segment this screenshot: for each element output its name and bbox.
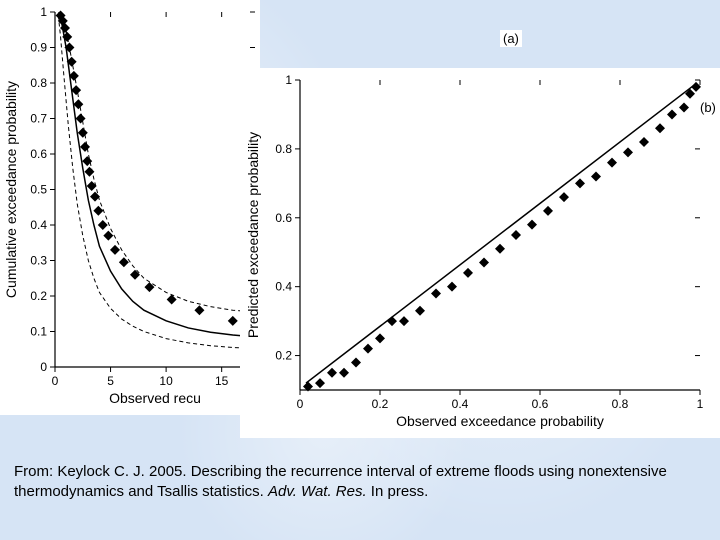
svg-text:1: 1 — [40, 5, 47, 19]
svg-text:0.4: 0.4 — [452, 397, 469, 411]
svg-text:15: 15 — [215, 374, 229, 388]
svg-text:0.8: 0.8 — [30, 76, 47, 90]
svg-text:Cumulative exceedance probabil: Cumulative exceedance probability — [3, 81, 19, 298]
svg-text:0: 0 — [297, 397, 304, 411]
citation-text: From: Keylock C. J. 2005. Describing the… — [14, 462, 704, 503]
chart-b-svg: 0.2 0.4 0.6 0.8 1 0 0.2 0.4 0.6 0.8 1 Predicted exc… — [240, 68, 720, 438]
svg-text:0: 0 — [52, 374, 59, 388]
svg-text:0.1: 0.1 — [30, 325, 47, 339]
citation-suffix: In press. — [367, 483, 429, 500]
svg-text:1: 1 — [285, 73, 292, 87]
svg-text:Observed exceedance probabilit: Observed exceedance probability — [396, 413, 604, 429]
svg-text:0.2: 0.2 — [372, 397, 389, 411]
svg-text:0.8: 0.8 — [612, 397, 629, 411]
panel-label-a: (a) — [500, 30, 522, 47]
svg-text:0.3: 0.3 — [30, 254, 47, 268]
svg-text:0.6: 0.6 — [532, 397, 549, 411]
svg-text:0.2: 0.2 — [275, 349, 292, 363]
svg-text:10: 10 — [159, 374, 173, 388]
svg-text:0.4: 0.4 — [275, 280, 292, 294]
svg-text:0.7: 0.7 — [30, 112, 47, 126]
chart-panel-b: 0.2 0.4 0.6 0.8 1 0 0.2 0.4 0.6 0.8 1 Predicted exc… — [240, 68, 720, 438]
svg-text:0.9: 0.9 — [30, 41, 47, 55]
svg-text:0.6: 0.6 — [275, 211, 292, 225]
chart-panel-a: 00.10.20.30.40.50.60.70.80.91051015Cumul… — [0, 0, 260, 415]
svg-text:0.5: 0.5 — [30, 183, 47, 197]
svg-text:0.4: 0.4 — [30, 218, 47, 232]
svg-text:5: 5 — [107, 374, 114, 388]
svg-text:0.2: 0.2 — [30, 289, 47, 303]
citation-journal: Adv. Wat. Res. — [268, 483, 367, 500]
chart-a-svg: 00.10.20.30.40.50.60.70.80.91051015Cumul… — [0, 0, 260, 415]
svg-text:Observed recu: Observed recu — [109, 390, 201, 406]
svg-text:0.6: 0.6 — [30, 147, 47, 161]
svg-text:0.8: 0.8 — [275, 142, 292, 156]
panel-label-b: (b) — [700, 100, 716, 115]
svg-text:0: 0 — [40, 360, 47, 374]
svg-text:1: 1 — [697, 397, 704, 411]
svg-text:Predicted exceedance probabili: Predicted exceedance probability — [245, 132, 261, 338]
